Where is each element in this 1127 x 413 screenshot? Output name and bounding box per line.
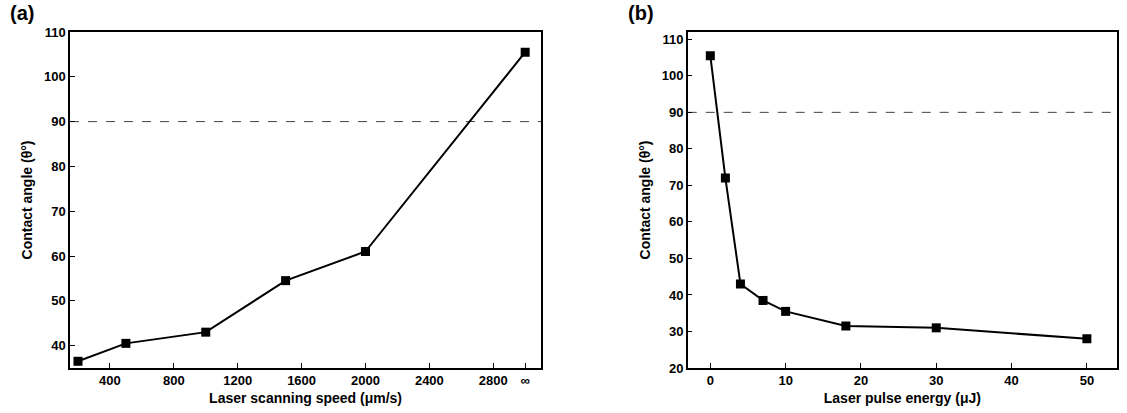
svg-text:110: 110 (662, 32, 683, 47)
svg-text:40: 40 (669, 288, 683, 303)
svg-text:90: 90 (669, 105, 683, 120)
svg-text:Contact angle (θ°): Contact angle (θ°) (19, 141, 35, 260)
svg-text:70: 70 (669, 178, 683, 193)
svg-text:20: 20 (669, 361, 683, 376)
svg-text:Contact angle (θ°): Contact angle (θ°) (637, 141, 653, 260)
svg-text:90: 90 (51, 114, 65, 129)
svg-text:40: 40 (1004, 373, 1018, 388)
svg-text:Laser scanning speed (μm/s): Laser scanning speed (μm/s) (209, 390, 402, 406)
svg-text:30: 30 (929, 373, 943, 388)
svg-text:800: 800 (163, 373, 185, 388)
svg-text:50: 50 (1080, 373, 1094, 388)
svg-text:∞: ∞ (521, 373, 530, 388)
svg-text:(a): (a) (10, 2, 34, 24)
svg-text:110: 110 (45, 25, 66, 40)
svg-text:1200: 1200 (223, 373, 252, 388)
svg-text:20: 20 (854, 373, 868, 388)
svg-text:2000: 2000 (351, 373, 380, 388)
svg-text:50: 50 (51, 293, 65, 308)
svg-text:50: 50 (669, 251, 683, 266)
svg-text:Laser pulse energy (μJ): Laser pulse energy (μJ) (824, 390, 981, 406)
svg-text:40: 40 (51, 338, 65, 353)
svg-text:100: 100 (662, 68, 684, 83)
svg-text:100: 100 (44, 69, 66, 84)
svg-text:0: 0 (707, 373, 714, 388)
svg-text:(b): (b) (628, 2, 654, 24)
svg-text:400: 400 (99, 373, 121, 388)
svg-text:60: 60 (669, 214, 683, 229)
svg-text:2400: 2400 (415, 373, 444, 388)
svg-text:1600: 1600 (287, 373, 316, 388)
svg-text:80: 80 (669, 141, 683, 156)
svg-text:80: 80 (51, 159, 65, 174)
svg-text:10: 10 (778, 373, 792, 388)
svg-text:2800: 2800 (479, 373, 508, 388)
svg-text:70: 70 (51, 204, 65, 219)
svg-text:30: 30 (669, 324, 683, 339)
svg-text:60: 60 (51, 249, 65, 264)
